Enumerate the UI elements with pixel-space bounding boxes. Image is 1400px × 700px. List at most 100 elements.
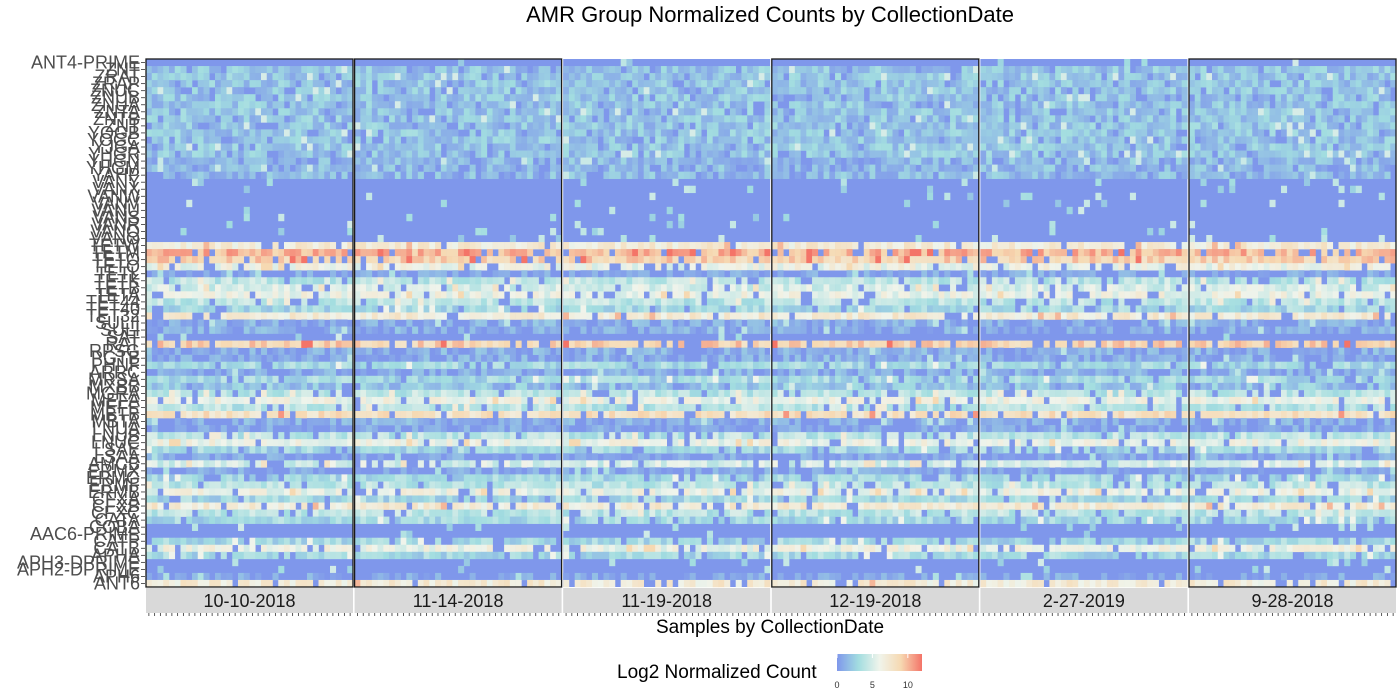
heatmap-cell <box>509 354 516 363</box>
heatmap-cell <box>209 432 216 440</box>
heatmap-cell <box>249 171 256 179</box>
heatmap-cell <box>747 432 754 440</box>
heatmap-cell <box>764 291 771 299</box>
heatmap-cell <box>186 312 193 320</box>
heatmap-cell <box>747 108 754 116</box>
heatmap-cell <box>215 502 222 510</box>
heatmap-cell <box>655 375 662 384</box>
heatmap-cell <box>366 481 373 489</box>
heatmap-cell <box>249 432 256 440</box>
heatmap-cell <box>174 291 181 299</box>
heatmap-cell <box>603 411 610 419</box>
heatmap-cell <box>243 263 250 271</box>
heatmap-cell <box>383 516 390 524</box>
heatmap-cell <box>521 298 528 306</box>
heatmap-cell <box>486 368 493 377</box>
heatmap-cell <box>672 242 679 250</box>
heatmap-cell <box>174 164 181 172</box>
heatmap-cell <box>660 368 667 377</box>
heatmap-cell <box>249 249 256 257</box>
heatmap-cell <box>672 178 679 187</box>
heatmap-cell <box>609 326 616 334</box>
heatmap-cell <box>695 136 702 144</box>
heatmap-cell <box>695 418 702 426</box>
heatmap-cell <box>435 411 442 419</box>
heatmap-cell <box>586 157 593 165</box>
heatmap-cell <box>475 544 482 553</box>
heatmap-cell <box>747 263 754 271</box>
heatmap-cell <box>347 347 354 355</box>
heatmap-cell <box>597 326 604 334</box>
heatmap-cell <box>312 368 319 377</box>
heatmap-cell <box>394 80 401 88</box>
heatmap-cell <box>238 516 245 524</box>
heatmap-cell <box>261 340 268 348</box>
heatmap-cell <box>360 396 367 405</box>
heatmap-cell <box>458 256 465 264</box>
heatmap-cell <box>266 425 273 433</box>
heatmap-cell <box>146 256 153 264</box>
heatmap-cell <box>672 94 679 102</box>
heatmap-cell <box>712 94 719 102</box>
heatmap-cell <box>215 347 222 355</box>
heatmap-cell <box>475 481 482 489</box>
heatmap-cell <box>747 270 754 278</box>
heatmap-cell <box>412 101 419 109</box>
heatmap-cell <box>758 263 765 271</box>
heatmap-cell <box>509 150 516 158</box>
heatmap-cell <box>289 474 296 482</box>
heatmap-cell <box>417 101 424 109</box>
heatmap-cell <box>643 298 650 306</box>
heatmap-cell <box>481 80 488 88</box>
heatmap-cell <box>620 340 627 348</box>
heatmap-cell <box>574 101 581 109</box>
heatmap-cell <box>527 143 534 151</box>
heatmap-cell <box>521 73 528 81</box>
heatmap-cell <box>255 87 262 95</box>
heatmap-cell <box>226 94 233 102</box>
heatmap-cell <box>498 150 505 158</box>
heatmap-cell <box>266 418 273 426</box>
heatmap-cell <box>550 326 557 334</box>
heatmap-cell <box>192 453 199 461</box>
heatmap-cell <box>272 305 279 313</box>
heatmap-cell <box>312 136 319 144</box>
heatmap-cell <box>550 446 557 454</box>
heatmap-cell <box>394 263 401 271</box>
heatmap-cell <box>597 403 604 412</box>
heatmap-cell <box>527 411 534 419</box>
heatmap-cell <box>586 291 593 299</box>
heatmap-cell <box>412 108 419 116</box>
heatmap-cell <box>632 256 639 264</box>
heatmap-cell <box>660 446 667 454</box>
heatmap-cell <box>609 403 616 412</box>
heatmap-cell <box>481 347 488 355</box>
heatmap-cell <box>527 319 534 327</box>
heatmap-cell <box>683 94 690 102</box>
heatmap-cell <box>429 115 436 123</box>
heatmap-cell <box>324 277 331 285</box>
heatmap-cell <box>180 474 187 482</box>
heatmap-cell <box>475 298 482 306</box>
heatmap-cell <box>417 136 424 144</box>
heatmap-cell <box>169 340 176 348</box>
heatmap-cell <box>701 94 708 102</box>
heatmap-cell <box>232 171 239 179</box>
heatmap-cell <box>458 446 465 454</box>
heatmap-cell <box>417 368 424 377</box>
heatmap-cell <box>440 481 447 489</box>
heatmap-cell <box>747 73 754 81</box>
heatmap-cell <box>169 143 176 151</box>
heatmap-cell <box>435 396 442 405</box>
heatmap-cell <box>475 122 482 130</box>
heatmap-cell <box>174 312 181 320</box>
heatmap-cell <box>463 411 470 419</box>
heatmap-cell <box>469 326 476 334</box>
heatmap-cell <box>458 565 465 574</box>
heatmap-cell <box>226 446 233 454</box>
heatmap-cell <box>312 263 319 271</box>
heatmap-cell <box>706 256 713 264</box>
heatmap-cell <box>371 150 378 158</box>
heatmap-cell <box>475 249 482 257</box>
heatmap-cell <box>458 143 465 151</box>
